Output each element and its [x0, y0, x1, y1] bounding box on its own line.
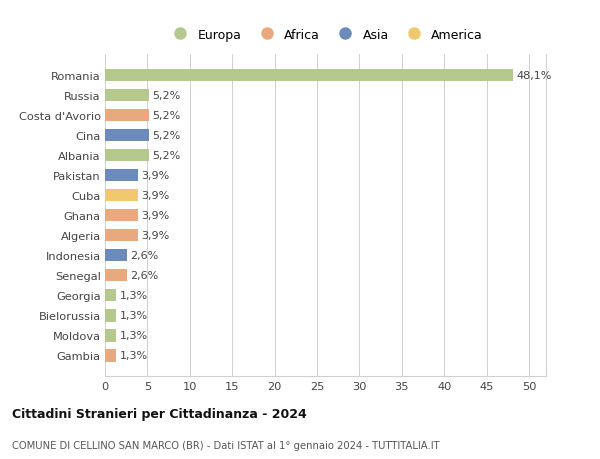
Text: 48,1%: 48,1% [517, 71, 551, 81]
Legend: Europa, Africa, Asia, America: Europa, Africa, Asia, America [166, 26, 485, 44]
Bar [105, 309, 116, 322]
Bar [105, 129, 149, 142]
Text: 5,2%: 5,2% [152, 151, 181, 161]
Text: 5,2%: 5,2% [152, 111, 181, 121]
Text: 5,2%: 5,2% [152, 91, 181, 101]
Text: 2,6%: 2,6% [130, 251, 158, 261]
Text: 3,9%: 3,9% [142, 211, 170, 221]
Text: 3,9%: 3,9% [142, 171, 170, 181]
Bar [105, 210, 138, 222]
Bar [105, 250, 127, 262]
Text: 3,9%: 3,9% [142, 191, 170, 201]
Bar [105, 190, 138, 202]
Text: COMUNE DI CELLINO SAN MARCO (BR) - Dati ISTAT al 1° gennaio 2024 - TUTTITALIA.IT: COMUNE DI CELLINO SAN MARCO (BR) - Dati … [12, 440, 440, 450]
Text: 5,2%: 5,2% [152, 131, 181, 141]
Text: 1,3%: 1,3% [119, 351, 148, 361]
Text: 3,9%: 3,9% [142, 231, 170, 241]
Bar [105, 290, 116, 302]
Text: Cittadini Stranieri per Cittadinanza - 2024: Cittadini Stranieri per Cittadinanza - 2… [12, 407, 307, 420]
Bar [105, 150, 149, 162]
Bar [105, 169, 138, 182]
Bar [105, 70, 513, 82]
Text: 1,3%: 1,3% [119, 330, 148, 341]
Text: 2,6%: 2,6% [130, 271, 158, 280]
Bar [105, 269, 127, 282]
Bar [105, 110, 149, 122]
Bar [105, 330, 116, 342]
Text: 1,3%: 1,3% [119, 291, 148, 301]
Bar [105, 230, 138, 242]
Bar [105, 90, 149, 102]
Text: 1,3%: 1,3% [119, 311, 148, 321]
Bar [105, 349, 116, 362]
